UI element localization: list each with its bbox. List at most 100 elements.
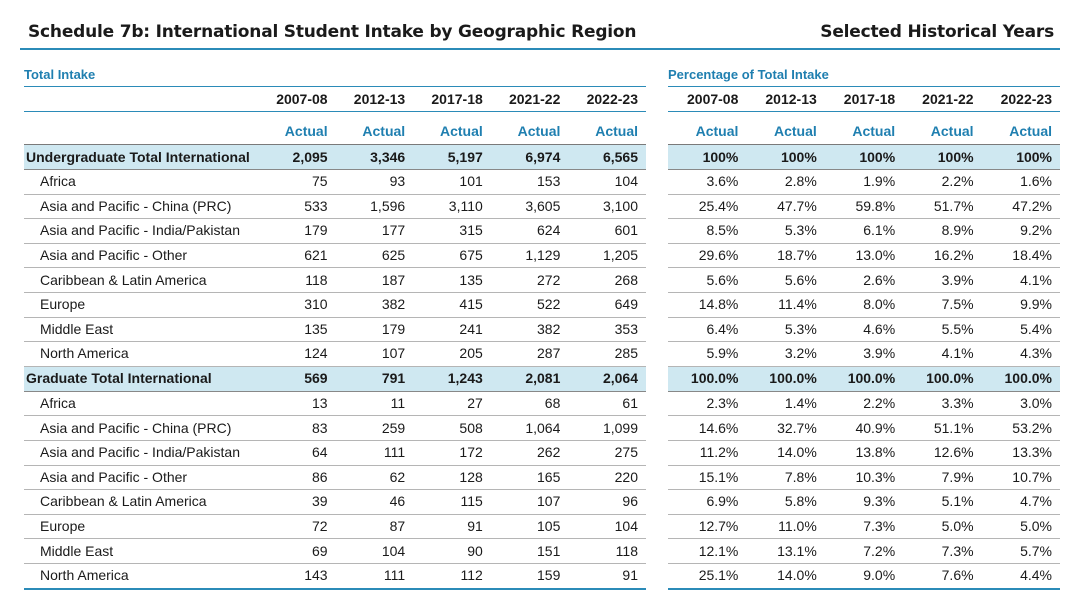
cell-value: 3,605 bbox=[490, 194, 569, 220]
year-header: 2022-23 bbox=[1000, 90, 1052, 107]
table-row: 25.4% 47.7% 59.8% 51.7% 47.2% bbox=[668, 194, 1060, 220]
cell-value: 3.0% bbox=[981, 391, 1060, 417]
year-header: 2021-22 bbox=[508, 90, 561, 107]
table-row: North America 143 111 112 159 91 bbox=[24, 563, 646, 590]
cell-value: 5.8% bbox=[746, 489, 825, 515]
table-row: 15.1% 7.8% 10.3% 7.9% 10.7% bbox=[668, 465, 1060, 491]
cell-value: 61 bbox=[568, 391, 646, 417]
cell-value: 13.8% bbox=[824, 440, 904, 466]
row-label: Caribbean & Latin America bbox=[24, 267, 258, 293]
cell-value: 3.3% bbox=[903, 391, 982, 417]
cell-value: 2.3% bbox=[668, 391, 747, 417]
cell-value: 522 bbox=[490, 292, 569, 318]
cell-value: 11 bbox=[335, 391, 414, 417]
cell-value: 13.1% bbox=[746, 538, 825, 564]
row-label: Europe bbox=[24, 514, 258, 540]
cell-value: 7.3% bbox=[903, 538, 982, 564]
cell-value: 1.9% bbox=[824, 169, 904, 195]
table-row: 8.5% 5.3% 6.1% 8.9% 9.2% bbox=[668, 218, 1060, 244]
row-label: North America bbox=[24, 563, 258, 590]
cell-value: 107 bbox=[490, 489, 569, 515]
cell-value: 72 bbox=[258, 514, 336, 540]
actual-label: Actual bbox=[981, 118, 1060, 145]
cell-value: 675 bbox=[413, 243, 491, 269]
table-row: 5.9% 3.2% 3.9% 4.1% 4.3% bbox=[668, 341, 1060, 367]
cell-value: 1,205 bbox=[568, 243, 646, 269]
table-row: 12.1% 13.1% 7.2% 7.3% 5.7% bbox=[668, 538, 1060, 564]
table-row: Asia and Pacific - Other 86 62 128 165 220 bbox=[24, 465, 646, 491]
cell-value: 172 bbox=[413, 440, 491, 466]
section-title-row: Total Intake bbox=[24, 64, 646, 87]
table-row: 12.7% 11.0% 7.3% 5.0% 5.0% bbox=[668, 514, 1060, 540]
cell-value: 533 bbox=[258, 194, 336, 220]
table-row: 5.6% 5.6% 2.6% 3.9% 4.1% bbox=[668, 267, 1060, 293]
cell-value: 310 bbox=[258, 292, 336, 318]
cell-value: 13.3% bbox=[981, 440, 1060, 466]
year-header: 2007-08 bbox=[276, 90, 328, 107]
cell-value: 382 bbox=[490, 317, 569, 343]
row-label: Asia and Pacific - Other bbox=[24, 243, 258, 269]
cell-value: 1,099 bbox=[568, 415, 646, 441]
cell-value: 285 bbox=[568, 341, 646, 367]
cell-value: 100% bbox=[746, 144, 825, 170]
page-title: Schedule 7b: International Student Intak… bbox=[28, 22, 637, 42]
row-label: Africa bbox=[24, 169, 258, 195]
row-label: Asia and Pacific - China (PRC) bbox=[24, 194, 258, 220]
cell-value: 5.5% bbox=[903, 317, 982, 343]
cell-value: 112 bbox=[413, 563, 491, 590]
table-row: Europe 310 382 415 522 649 bbox=[24, 292, 646, 318]
cell-value: 46 bbox=[335, 489, 414, 515]
cell-value: 9.9% bbox=[981, 292, 1060, 318]
cell-value: 2,081 bbox=[490, 366, 569, 392]
cell-value: 624 bbox=[490, 218, 569, 244]
total-row: Graduate Total International 569 791 1,243 2… bbox=[24, 366, 646, 392]
cell-value: 90 bbox=[413, 538, 491, 564]
cell-value: 14.0% bbox=[746, 440, 825, 466]
cell-value: 177 bbox=[335, 218, 414, 244]
cell-value: 7.3% bbox=[824, 514, 904, 540]
cell-value: 4.7% bbox=[981, 489, 1060, 515]
actual-label: Actual bbox=[903, 118, 982, 145]
header-blank bbox=[24, 87, 258, 112]
cell-value: 96 bbox=[568, 489, 646, 515]
cell-value: 6,974 bbox=[490, 144, 569, 170]
row-label: Middle East bbox=[24, 317, 258, 343]
row-label: Caribbean & Latin America bbox=[24, 489, 258, 515]
cell-value: 12.1% bbox=[668, 538, 747, 564]
cell-value: 8.5% bbox=[668, 218, 747, 244]
cell-value: 100.0% bbox=[824, 366, 904, 392]
cell-value: 40.9% bbox=[824, 415, 904, 441]
cell-value: 1,129 bbox=[490, 243, 569, 269]
cell-value: 64 bbox=[258, 440, 336, 466]
cell-value: 272 bbox=[490, 267, 569, 293]
cell-value: 3.2% bbox=[746, 341, 825, 367]
cell-value: 187 bbox=[335, 267, 414, 293]
cell-value: 1,596 bbox=[335, 194, 414, 220]
table-row: Europe 72 87 91 105 104 bbox=[24, 514, 646, 540]
cell-value: 104 bbox=[568, 514, 646, 540]
year-header: 2017-18 bbox=[843, 90, 896, 107]
cell-value: 39 bbox=[258, 489, 336, 515]
cell-value: 4.1% bbox=[903, 341, 982, 367]
cell-value: 151 bbox=[490, 538, 569, 564]
actual-label: Actual bbox=[258, 118, 336, 145]
cell-value: 3.9% bbox=[824, 341, 904, 367]
cell-value: 51.7% bbox=[903, 194, 982, 220]
row-label: Asia and Pacific - India/Pakistan bbox=[24, 218, 258, 244]
cell-value: 5.9% bbox=[668, 341, 747, 367]
table-row: 25.1% 14.0% 9.0% 7.6% 4.4% bbox=[668, 563, 1060, 590]
title-bar: Schedule 7b: International Student Intak… bbox=[20, 14, 1060, 50]
cell-value: 32.7% bbox=[746, 415, 825, 441]
cell-value: 115 bbox=[413, 489, 491, 515]
cell-value: 86 bbox=[258, 465, 336, 491]
cell-value: 62 bbox=[335, 465, 414, 491]
cell-value: 508 bbox=[413, 415, 491, 441]
cell-value: 118 bbox=[258, 267, 336, 293]
cell-value: 8.9% bbox=[903, 218, 982, 244]
cell-value: 165 bbox=[490, 465, 569, 491]
cell-value: 5.3% bbox=[746, 317, 825, 343]
table-row: 2.3% 1.4% 2.2% 3.3% 3.0% bbox=[668, 391, 1060, 417]
row-label: Middle East bbox=[24, 538, 258, 564]
cell-value: 353 bbox=[568, 317, 646, 343]
cell-value: 83 bbox=[258, 415, 336, 441]
